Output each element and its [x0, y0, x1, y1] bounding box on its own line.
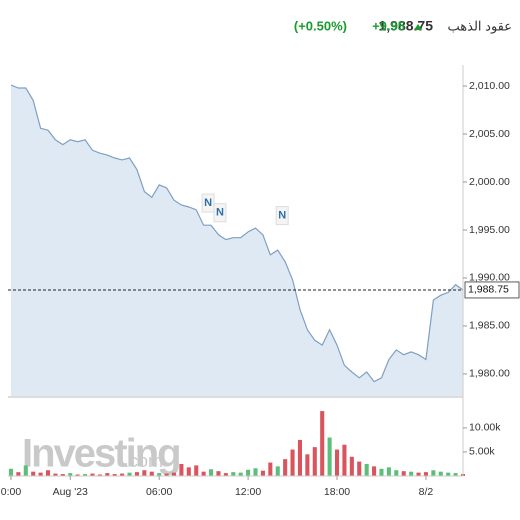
volume-bar — [105, 473, 110, 476]
volume-bar — [179, 463, 184, 476]
volume-bar — [386, 467, 391, 476]
volume-bar — [186, 467, 191, 476]
volume-bar — [23, 465, 28, 476]
volume-bar — [320, 411, 325, 476]
news-marker — [201, 193, 215, 213]
volume-bar — [312, 447, 317, 476]
watermark: Investing — [22, 432, 180, 476]
price-line — [10, 84, 464, 383]
volume-bar — [349, 456, 354, 476]
volume-bar — [45, 470, 51, 476]
volume-bar — [53, 473, 58, 476]
y-tick-label: 2,005.00 — [469, 128, 510, 140]
x-tick-label: 12:00 — [235, 486, 261, 498]
volume-bar — [97, 474, 102, 476]
volume-bar — [357, 461, 362, 476]
news-marker-label: N — [204, 197, 212, 209]
volume-bar — [394, 470, 399, 476]
volume-bar — [290, 449, 295, 476]
volume-bar — [216, 471, 221, 476]
volume-bar — [38, 472, 43, 476]
volume-bar — [171, 472, 177, 476]
volume-bar — [409, 471, 414, 476]
volume-bar — [142, 470, 147, 476]
volume-bar — [364, 463, 369, 476]
volume-bar — [268, 462, 273, 476]
news-marker-label: N — [278, 209, 286, 221]
volume-bar — [149, 471, 154, 476]
volume-bar — [134, 472, 139, 476]
y-tick-label: 2,010.00 — [469, 80, 510, 92]
volume-bar — [68, 473, 73, 476]
y-tick-label: 1,990.00 — [469, 272, 510, 284]
change-pct: (+0.50%) — [294, 18, 347, 33]
volume-bar — [16, 472, 21, 476]
volume-bar — [157, 473, 162, 476]
volume-bar — [194, 465, 199, 476]
y-tick-label: 1,995.00 — [469, 224, 510, 236]
x-tick-label: Aug '23 — [53, 486, 88, 498]
x-tick-label: 06:00 — [146, 486, 172, 498]
volume-bar — [209, 469, 214, 476]
y-tick-label: 1,985.00 — [469, 320, 510, 332]
volume-bar — [423, 472, 428, 476]
volume-bar — [201, 471, 206, 476]
volume-bar — [401, 471, 406, 476]
y-tick-label: 10.00k — [469, 422, 501, 434]
volume-bar — [431, 470, 436, 476]
volume-bar — [223, 473, 228, 476]
change: +9.95 — [372, 18, 405, 33]
volume-bar — [438, 471, 443, 476]
volume-bar — [127, 472, 132, 476]
volume-bar — [379, 468, 384, 476]
y-tick-label: 2,000.00 — [469, 176, 510, 188]
last-price-label: 1,988.75 — [468, 284, 509, 296]
volume-bar — [31, 471, 36, 476]
x-tick-label: 18:00 — [324, 486, 350, 498]
volume-bar — [305, 454, 310, 476]
volume-bar — [327, 437, 332, 476]
volume-bar — [253, 468, 258, 476]
volume-bar — [334, 449, 340, 476]
volume-bar — [453, 473, 458, 476]
area-fill — [10, 85, 463, 396]
volume-bar — [283, 459, 288, 476]
volume-bar — [416, 472, 421, 476]
x-tick-label: 0:00 — [1, 486, 22, 498]
volume-bar — [60, 474, 65, 476]
y-tick-label: 5.00k — [469, 446, 495, 458]
volume-bar — [260, 470, 265, 476]
volume-bar — [75, 474, 80, 476]
watermark-suffix: .com — [124, 451, 163, 471]
instrument-name: عقود الذهب — [448, 18, 512, 34]
up-arrow — [414, 24, 422, 30]
news-marker-label: N — [216, 207, 224, 219]
last-price-box — [464, 281, 520, 299]
volume-bar — [246, 469, 251, 476]
volume-bar — [342, 444, 347, 476]
news-marker — [213, 203, 227, 223]
x-tick-label: 8/2 — [419, 486, 434, 498]
volume-bar — [90, 473, 95, 476]
volume-bar — [164, 473, 169, 476]
volume-bar — [297, 439, 303, 476]
volume-bar — [446, 472, 451, 476]
volume-bar — [238, 472, 243, 476]
volume-bar — [372, 466, 377, 476]
volume-bar — [8, 468, 14, 476]
volume-bar — [83, 474, 88, 476]
y-tick-label: 1,980.00 — [469, 368, 510, 380]
volume-bar — [112, 474, 117, 476]
volume-bar — [231, 472, 236, 476]
volume-bar — [120, 473, 125, 476]
volume-bar — [275, 466, 280, 476]
news-marker — [275, 206, 289, 226]
